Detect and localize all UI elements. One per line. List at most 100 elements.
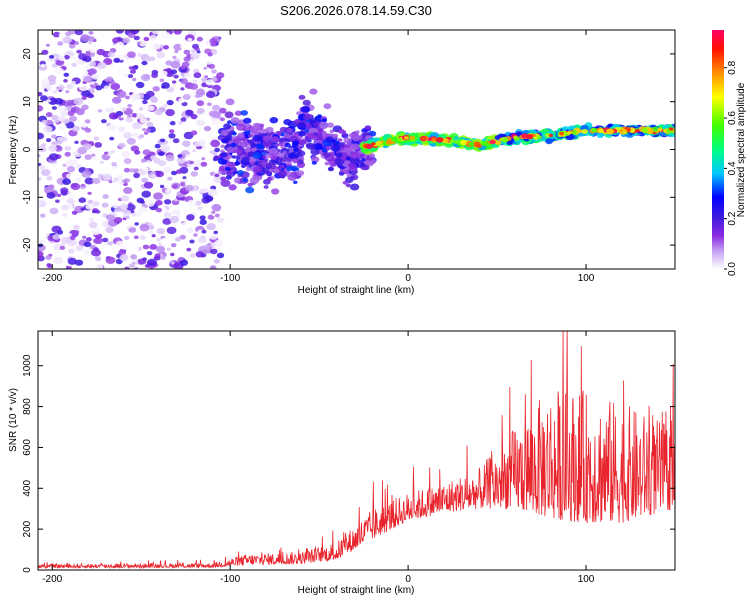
heatmap-cell — [95, 210, 101, 214]
heatmap-cell — [201, 146, 206, 149]
heatmap-cell — [169, 129, 175, 134]
heatmap-cell — [81, 95, 87, 100]
heatmap-cell — [404, 136, 409, 140]
heatmap-cell — [243, 117, 252, 124]
heatmap-cell — [292, 140, 300, 146]
heatmap-cell — [427, 137, 433, 141]
heatmap-cell — [226, 146, 235, 153]
heatmap-cell — [591, 127, 598, 133]
heatmap-cell — [57, 116, 66, 122]
heatmap-x-tick-label: -100 — [220, 273, 240, 284]
heatmap-cell — [209, 265, 217, 269]
heatmap-cell — [118, 67, 125, 74]
heatmap-cell — [224, 111, 234, 119]
snr-panel: -200 -100 0 100 0 200 400 600 800 1000 Height of… — [8, 330, 676, 596]
heatmap-cell — [113, 57, 121, 63]
heatmap-cell — [146, 251, 153, 256]
heatmap-x-label: Height of straight line (km) — [298, 285, 415, 296]
heatmap-cell — [316, 135, 323, 141]
heatmap-cell — [57, 41, 64, 46]
heatmap-cell — [146, 121, 154, 128]
heatmap-cell — [355, 130, 360, 134]
heatmap-cell — [139, 118, 148, 124]
heatmap-cell — [168, 133, 176, 139]
heatmap-cell — [657, 127, 663, 132]
heatmap-cell — [278, 142, 284, 147]
heatmap-cell — [139, 134, 145, 139]
heatmap-cell — [206, 61, 212, 65]
heatmap-cell — [95, 264, 104, 269]
heatmap-cell — [323, 103, 332, 110]
heatmap-cell — [326, 122, 334, 128]
heatmap-cell — [155, 245, 166, 253]
heatmap-cell — [76, 49, 82, 54]
heatmap-cell — [113, 165, 118, 169]
heatmap-cell — [201, 117, 207, 122]
heatmap-cell — [324, 161, 330, 166]
heatmap-cell — [70, 80, 76, 85]
heatmap-cell — [183, 49, 191, 55]
heatmap-cell — [169, 215, 180, 224]
heatmap-cell — [70, 235, 76, 241]
heatmap-cell — [270, 142, 276, 147]
heatmap-cell — [122, 46, 131, 54]
heatmap-cell — [204, 75, 209, 79]
heatmap-cell — [48, 153, 59, 161]
heatmap-cell — [83, 75, 93, 83]
heatmap-cell — [351, 154, 358, 159]
heatmap-cell — [123, 158, 132, 165]
heatmap-cell — [38, 145, 46, 153]
heatmap-cell — [163, 103, 168, 108]
heatmap-marks — [38, 30, 675, 269]
heatmap-cell — [83, 241, 92, 248]
heatmap-cell — [292, 158, 300, 164]
heatmap-cell — [130, 93, 141, 101]
heatmap-x-tick-label: 0 — [405, 273, 411, 284]
colorbar-tick-label: 0.0 — [727, 262, 738, 276]
heatmap-cell — [45, 112, 53, 118]
heatmap-cell — [251, 147, 257, 152]
heatmap-cell — [343, 137, 352, 144]
heatmap-cell — [171, 170, 177, 176]
heatmap-cell — [201, 77, 206, 82]
heatmap-cell — [66, 165, 76, 173]
heatmap-cell — [155, 200, 163, 206]
heatmap-cell — [606, 128, 615, 135]
heatmap-cell — [319, 121, 329, 129]
heatmap-cell — [240, 164, 246, 169]
heatmap-cell — [338, 171, 345, 176]
heatmap-cell — [70, 182, 81, 191]
heatmap-cell — [51, 63, 58, 68]
heatmap-cell — [152, 30, 159, 35]
heatmap-cell — [152, 86, 160, 92]
heatmap-cell — [62, 163, 67, 167]
heatmap-y-tick-label: -10 — [22, 190, 33, 205]
heatmap-cell — [328, 167, 334, 171]
heatmap-cell — [581, 129, 588, 134]
heatmap-cell — [54, 67, 64, 75]
heatmap-cell — [170, 243, 177, 248]
heatmap-cell — [247, 134, 253, 138]
heatmap-cell — [107, 241, 114, 246]
heatmap-cell — [88, 68, 98, 75]
heatmap-cell — [186, 199, 197, 207]
heatmap-cell — [220, 129, 229, 136]
heatmap-cell — [141, 177, 149, 183]
heatmap-cell — [84, 168, 89, 171]
heatmap-cell — [178, 121, 183, 125]
heatmap-cell — [180, 117, 187, 122]
heatmap-cell — [74, 230, 80, 234]
heatmap-cell — [192, 149, 197, 153]
heatmap-cell — [110, 150, 116, 154]
heatmap-cell — [559, 131, 565, 136]
heatmap-cell — [134, 246, 140, 250]
snr-x-label: Height of straight line (km) — [298, 585, 415, 596]
heatmap-cell — [46, 138, 52, 143]
heatmap-cell — [293, 180, 298, 184]
colorbar-tick-label: 0.2 — [727, 211, 738, 225]
heatmap-cell — [350, 133, 361, 141]
colorbar-tick-label: 0.4 — [727, 161, 738, 175]
heatmap-cell — [241, 156, 250, 163]
heatmap-cell — [325, 136, 334, 143]
heatmap-cell — [172, 138, 180, 144]
